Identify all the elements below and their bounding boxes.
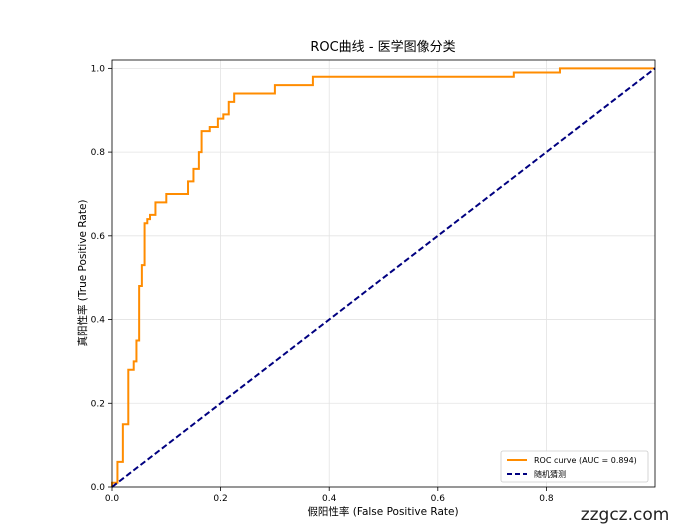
roc-curve-line	[111, 67, 655, 487]
legend-label-roc: ROC curve (AUC = 0.894)	[534, 456, 637, 465]
plot-frame	[111, 59, 656, 488]
y-tick-label: 1.0	[91, 64, 106, 74]
chart-title: ROC曲线 - 医学图像分类	[310, 39, 455, 55]
x-tick-label: 0.2	[213, 494, 227, 504]
series-layer	[111, 67, 656, 488]
random-guess-line	[111, 67, 656, 488]
y-tick-label: 0.8	[91, 148, 106, 158]
legend-label-random: 随机猜测	[534, 469, 566, 479]
x-tick-label: 0.4	[322, 494, 337, 504]
y-tick-label: 0.4	[91, 316, 106, 326]
x-axis-label: 假阳性率 (False Positive Rate)	[307, 505, 458, 518]
ticks: 0.0 0.2 0.4 0.6 0.8 0.0 0.2 0.4 0.6 0.8 1.0	[91, 64, 554, 504]
y-tick-label: 0.2	[91, 399, 105, 409]
y-tick-label: 0.6	[91, 232, 106, 242]
y-tick-label: 0.0	[91, 483, 106, 493]
x-tick-label: 0.6	[431, 494, 446, 504]
legend-box	[500, 450, 649, 483]
legend: ROC curve (AUC = 0.894) 随机猜测	[500, 450, 649, 483]
x-tick-label: 0.8	[539, 494, 554, 504]
watermark: zzgcz.com	[566, 502, 684, 528]
x-tick-label: 0.0	[105, 494, 120, 504]
y-axis-label: 真阳性率 (True Positive Rate)	[76, 199, 89, 346]
